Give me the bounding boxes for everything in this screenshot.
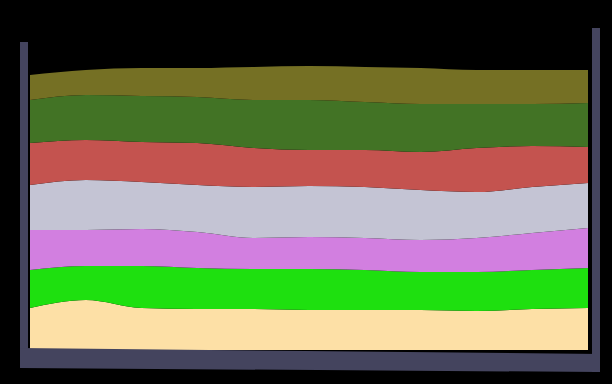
frame-bottom xyxy=(20,348,600,372)
frame-left xyxy=(20,42,28,352)
chart xyxy=(0,0,612,384)
area-layer xyxy=(30,266,588,311)
frame xyxy=(20,28,600,372)
plot-area xyxy=(30,66,588,350)
frame-right xyxy=(592,28,600,372)
area-layer xyxy=(30,66,588,104)
